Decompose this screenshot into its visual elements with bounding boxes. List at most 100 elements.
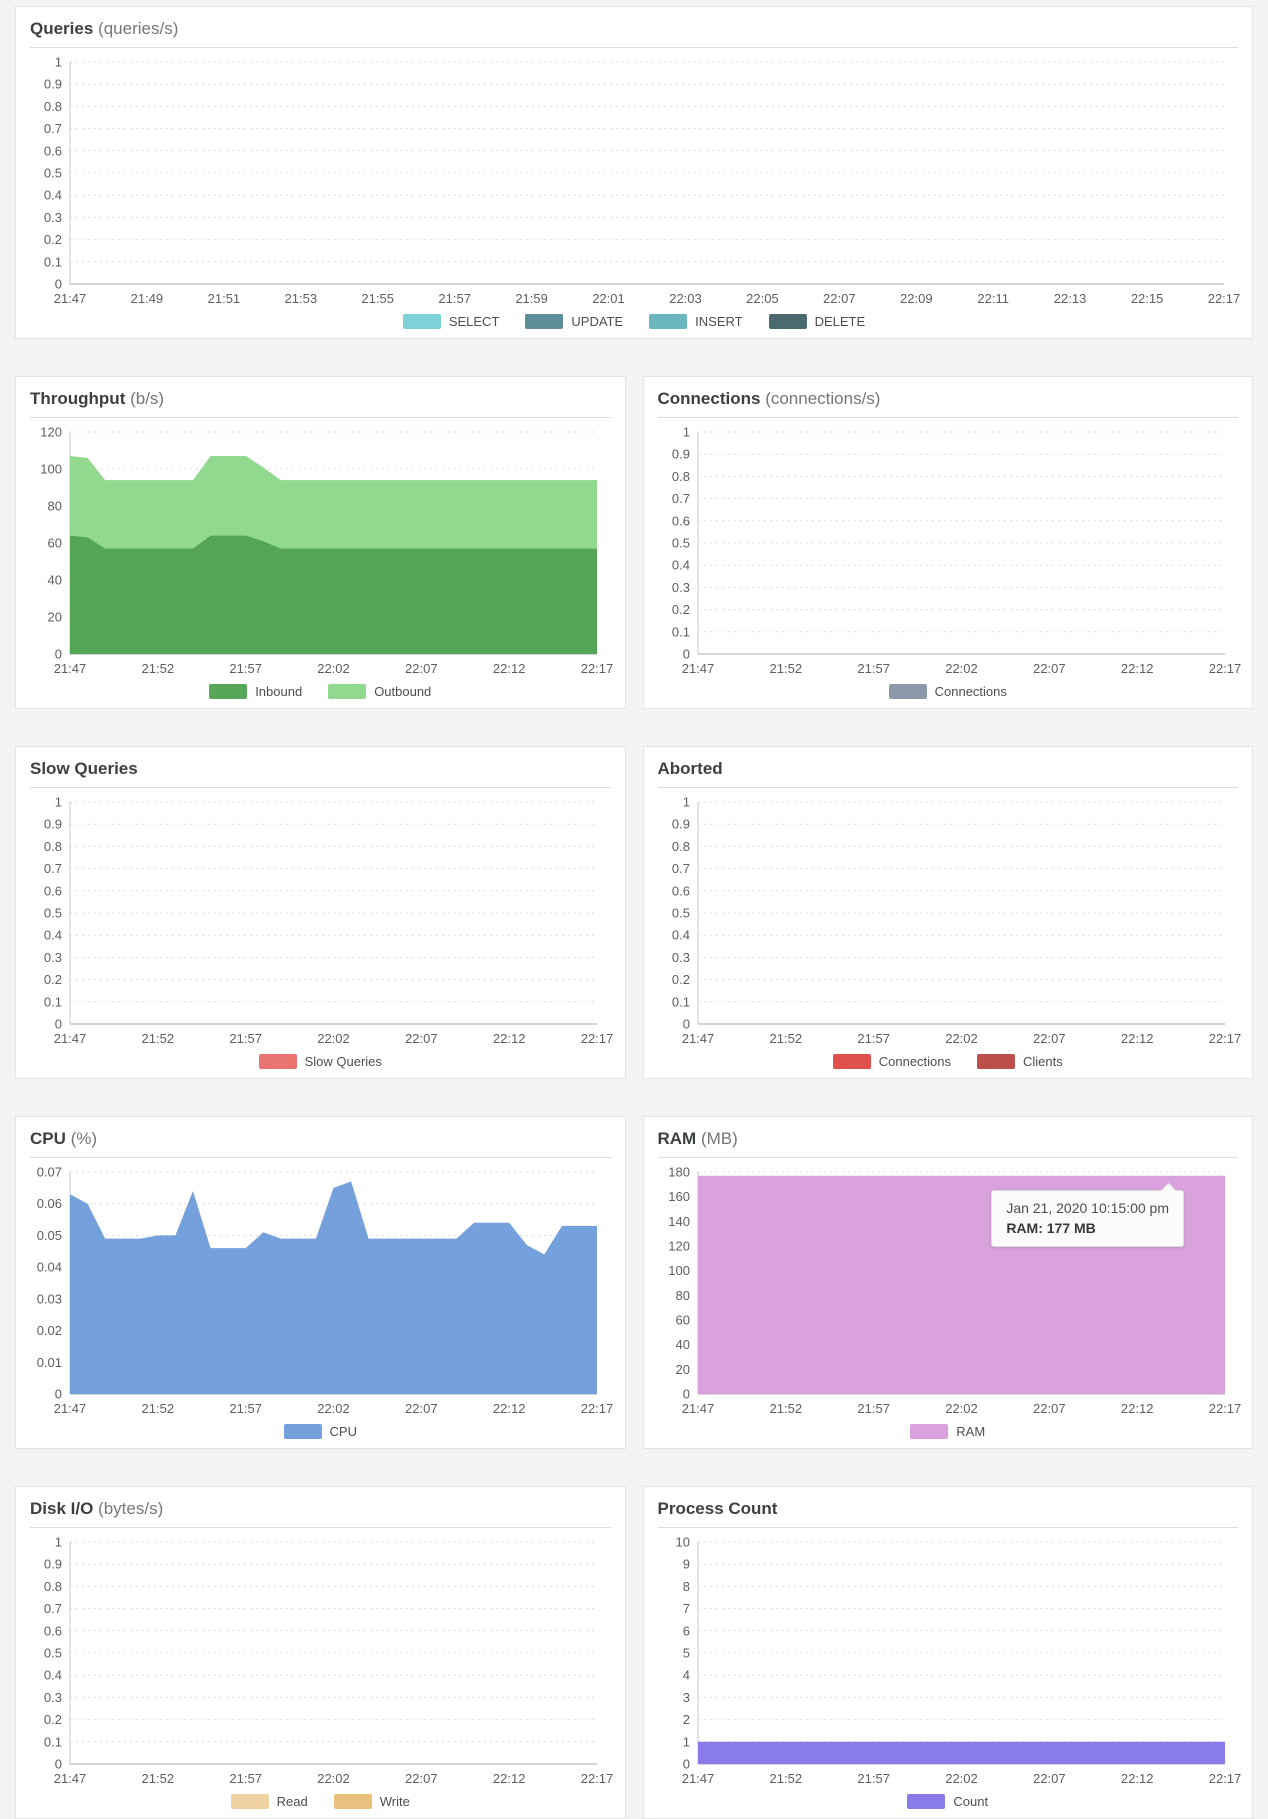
svg-text:0.5: 0.5 [671,906,689,921]
svg-text:2: 2 [682,1712,689,1727]
connections-chart[interactable]: 1 0.9 0.8 0.7 0.6 0.5 0.4 0.3 0.2 0.1 0 21:47 21:52 2… [658,424,1241,678]
svg-text:22:17: 22:17 [581,1771,614,1786]
legend-item-read[interactable]: Read [230,1793,308,1809]
disk-io-title: Disk I/O (bytes/s) [30,1497,611,1528]
svg-text:21:47: 21:47 [681,1031,714,1046]
panel-cpu: CPU (%) 0.07 0.06 0.05 0.04 0.03 0.02 0.01 0 21:… [15,1116,626,1449]
svg-text:140: 140 [668,1214,690,1229]
legend-item-write[interactable]: Write [333,1793,410,1809]
svg-text:22:02: 22:02 [317,661,350,676]
legend-item-connections[interactable]: Connections [888,683,1007,699]
legend-swatch-read-icon [230,1793,269,1809]
connections-legend: Connections [658,680,1239,702]
svg-text:22:17: 22:17 [1208,661,1241,676]
svg-text:22:12: 22:12 [493,1401,526,1416]
row-1: Queries (queries/s) 1 0.9 0.8 0.7 0.6 0.5 0.4 0… [15,6,1253,339]
svg-text:6: 6 [682,1623,689,1638]
throughput-chart[interactable]: 120 100 80 60 40 20 0 21:47 21:52 21:57 22:02 22:07… [30,424,613,678]
svg-text:21:55: 21:55 [361,291,394,306]
cpu-title: CPU (%) [30,1127,611,1158]
svg-text:21:57: 21:57 [857,661,890,676]
svg-text:21:57: 21:57 [438,291,471,306]
svg-text:0.9: 0.9 [44,77,62,92]
legend-item-delete[interactable]: DELETE [768,313,865,329]
row-2: Throughput (b/s) 120 100 80 60 40 20 0 21:47 21:… [15,376,1253,709]
panel-process-count: Process Count 10 9 8 7 6 5 4 3 2 1 0 21:47 21:52 21:5… [642,1486,1253,1819]
legend-item-insert[interactable]: INSERT [649,313,743,329]
svg-text:0: 0 [682,647,689,662]
svg-text:40: 40 [48,573,62,588]
svg-text:0.02: 0.02 [37,1323,62,1338]
svg-text:0.1: 0.1 [44,1734,62,1749]
legend-item-clients[interactable]: Clients [977,1053,1063,1069]
legend-item-select[interactable]: SELECT [402,313,499,329]
cpu-chart-svg: 0.07 0.06 0.05 0.04 0.03 0.02 0.01 021:47 21:52 2… [37,1165,614,1417]
legend-item-count[interactable]: Count [907,1793,988,1809]
legend-swatch-outbound-icon [328,683,367,699]
slow-queries-chart-svg: 1 0.9 0.8 0.7 0.6 0.5 0.4 0.3 0.2 0.1 021:47 21:52 2… [44,795,613,1047]
svg-text:22:12: 22:12 [1120,661,1153,676]
disk-io-chart[interactable]: 1 0.9 0.8 0.7 0.6 0.5 0.4 0.3 0.2 0.1 0 21:47 21:52 2… [30,1534,614,1788]
svg-text:9: 9 [682,1557,689,1572]
legend-item-outbound[interactable]: Outbound [328,683,431,699]
svg-text:0.7: 0.7 [44,1601,62,1616]
svg-text:0.3: 0.3 [44,950,62,965]
svg-text:22:07: 22:07 [1033,1031,1066,1046]
svg-text:60: 60 [675,1313,689,1328]
svg-text:120: 120 [668,1239,690,1254]
legend-swatch-inbound-icon [209,683,248,699]
svg-text:22:12: 22:12 [1120,1771,1153,1786]
svg-text:1: 1 [55,55,62,70]
svg-text:22:17: 22:17 [581,1401,614,1416]
legend-swatch-cpu-icon [283,1423,322,1439]
legend-item-ram[interactable]: RAM [910,1423,985,1439]
svg-text:80: 80 [675,1288,689,1303]
legend-swatch-connections-icon [832,1053,871,1069]
svg-text:1: 1 [55,1535,62,1550]
svg-text:0.9: 0.9 [44,817,62,832]
legend-swatch-insert-icon [649,313,688,329]
queries-legend: SELECT UPDATE INSERT DELETE [30,310,1238,332]
svg-text:0.4: 0.4 [671,928,689,943]
svg-text:0: 0 [682,1387,689,1402]
panel-queries: Queries (queries/s) 1 0.9 0.8 0.7 0.6 0.5 0.4 0… [15,6,1253,339]
tooltip-timestamp: Jan 21, 2020 10:15:00 pm [1006,1200,1169,1216]
legend-item-connections[interactable]: Connections [832,1053,951,1069]
svg-text:22:07: 22:07 [1033,1771,1066,1786]
process-count-chart[interactable]: 10 9 8 7 6 5 4 3 2 1 0 21:47 21:52 21:57 22:02 22:07 22:… [658,1534,1241,1788]
svg-text:0.5: 0.5 [44,1646,62,1661]
svg-text:21:49: 21:49 [131,291,164,306]
svg-text:1: 1 [682,1734,689,1749]
legend-item-update[interactable]: UPDATE [525,313,623,329]
legend-item-cpu[interactable]: CPU [283,1423,357,1439]
ram-tooltip: Jan 21, 2020 10:15:00 pm RAM: 177 MB [991,1182,1184,1247]
aborted-chart[interactable]: 1 0.9 0.8 0.7 0.6 0.5 0.4 0.3 0.2 0.1 0 21:47 21:52 2… [658,794,1240,1048]
svg-text:21:47: 21:47 [681,1771,714,1786]
svg-text:21:57: 21:57 [229,661,262,676]
svg-text:0: 0 [55,1387,62,1402]
legend-swatch-count-icon [907,1793,946,1809]
queries-chart[interactable]: 1 0.9 0.8 0.7 0.6 0.5 0.4 0.3 0.2 0.1 0 21:47 21:49 2… [30,54,1240,308]
ram-legend: RAM [658,1420,1239,1442]
legend-item-inbound[interactable]: Inbound [209,683,302,699]
svg-text:22:12: 22:12 [493,1771,526,1786]
queries-chart-svg: 1 0.9 0.8 0.7 0.6 0.5 0.4 0.3 0.2 0.1 021:47 21:49 2… [44,55,1240,307]
svg-text:0.04: 0.04 [37,1260,62,1275]
svg-text:0.5: 0.5 [671,536,689,551]
svg-text:0.5: 0.5 [44,166,62,181]
connections-chart-svg: 1 0.9 0.8 0.7 0.6 0.5 0.4 0.3 0.2 0.1 021:47 21:52 2… [671,425,1241,677]
slow-queries-title: Slow Queries [30,757,611,788]
svg-text:21:51: 21:51 [208,291,241,306]
svg-text:0.6: 0.6 [671,883,689,898]
svg-text:0.06: 0.06 [37,1196,62,1211]
throughput-chart-svg: 120 100 80 60 40 20 021:47 21:52 21:57 22:02 22:07… [40,425,613,677]
aborted-legend: Connections Clients [658,1050,1239,1072]
svg-text:21:52: 21:52 [769,1031,802,1046]
svg-text:0.4: 0.4 [671,558,689,573]
cpu-chart[interactable]: 0.07 0.06 0.05 0.04 0.03 0.02 0.01 0 21:47 21:52 2… [30,1164,614,1418]
svg-text:0.3: 0.3 [44,210,62,225]
legend-item-slow-queries[interactable]: Slow Queries [258,1053,382,1069]
slow-queries-chart[interactable]: 1 0.9 0.8 0.7 0.6 0.5 0.4 0.3 0.2 0.1 0 21:47 21:52 2… [30,794,613,1048]
svg-text:0.6: 0.6 [44,1623,62,1638]
